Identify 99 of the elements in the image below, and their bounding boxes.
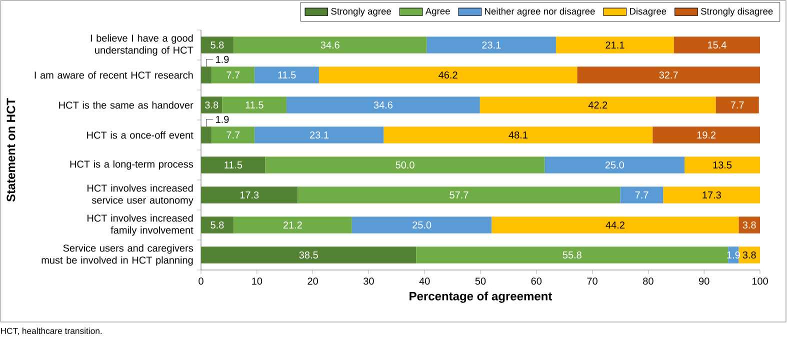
bar: [716, 96, 759, 114]
data-label: 1.9: [216, 116, 229, 123]
x-tick-label: 90: [698, 278, 710, 285]
bar: [738, 246, 760, 264]
data-label: 50.0: [396, 161, 414, 169]
bar: [416, 246, 728, 264]
x-tick-label: 50: [475, 278, 486, 285]
bar: [265, 156, 545, 174]
legend-label: Strongly disagree: [700, 8, 773, 16]
data-label: 5.8: [210, 41, 224, 49]
bar: [233, 36, 427, 54]
bar: [201, 66, 212, 84]
x-tick-label: 80: [643, 278, 654, 285]
x-axis-title: Percentage of agreement: [410, 292, 552, 303]
data-label: 13.5: [713, 161, 732, 169]
data-label: 34.6: [320, 41, 340, 49]
bar: [233, 216, 352, 234]
data-label: 5.8: [210, 221, 224, 229]
data-label: 11.5: [246, 102, 264, 108]
legend-label: Agree: [425, 8, 450, 16]
y-tick-label: HCT involves increased family involvement: [88, 214, 194, 236]
data-label: 7.7: [226, 72, 240, 78]
data-label: 38.5: [299, 251, 318, 259]
data-label: 48.1: [508, 131, 528, 139]
bar: [254, 126, 384, 144]
data-label: 23.1: [482, 41, 501, 49]
bar: [738, 216, 760, 234]
bar: [577, 66, 760, 84]
data-label: 42.2: [588, 102, 608, 108]
y-tick-label: Service users and caregivers must be involved in HCT planning: [42, 244, 194, 266]
bar: [384, 126, 653, 144]
bar: [556, 36, 674, 54]
bar: [212, 126, 255, 144]
data-label: 46.2: [438, 71, 458, 79]
data-label: 55.8: [562, 251, 582, 259]
text: HCT, healthcare transition.: [0, 328, 102, 336]
bar: [298, 186, 620, 204]
data-label: 11.5: [278, 72, 296, 78]
y-tick-label: HCT involves increased service user autonomy: [88, 184, 194, 206]
bar: [663, 186, 760, 204]
y-axis-title: Statement on HCT: [6, 98, 16, 202]
data-label: 1.9: [216, 56, 229, 63]
bar: [201, 96, 222, 114]
bar: [318, 66, 578, 84]
bar: [201, 36, 234, 54]
y-tick-label: HCT is a long-term process: [70, 160, 194, 170]
x-tick-label: 0: [198, 278, 204, 285]
data-label: 17.3: [702, 191, 721, 199]
data-label: 3.8: [742, 251, 756, 259]
x-tick-label: 20: [308, 278, 318, 285]
data-label: 3.8: [205, 101, 218, 109]
bar: [286, 96, 480, 114]
bar: [652, 126, 760, 144]
bar: [201, 246, 416, 264]
legend-label: Disagree: [630, 8, 666, 16]
bar: [492, 216, 739, 234]
data-label: 21.1: [606, 42, 624, 48]
data-label: 3.8: [742, 221, 756, 229]
data-label: 25.0: [412, 221, 432, 229]
bar: [684, 156, 760, 174]
x-tick-label: 30: [364, 278, 374, 285]
legend-label: Strongly agree: [331, 8, 391, 16]
data-label: 32.7: [659, 71, 678, 79]
legend-label: Neither agree nor disagree: [485, 8, 595, 16]
x-tick-label: 40: [419, 278, 430, 285]
data-label: 25.0: [605, 161, 624, 169]
data-label: 7.7: [226, 132, 240, 138]
bar: [254, 66, 319, 84]
bar: [544, 156, 685, 174]
x-tick-label: 60: [531, 278, 542, 285]
data-label: 17.3: [240, 191, 259, 199]
bar: [201, 126, 212, 144]
bar: [352, 216, 492, 234]
data-label: 15.4: [708, 42, 726, 48]
bar: [212, 66, 255, 84]
data-label: 7.7: [635, 192, 648, 198]
bar: [674, 36, 760, 54]
data-label: 7.7: [730, 102, 744, 108]
bar: [222, 96, 287, 114]
data-label: 34.6: [374, 101, 393, 109]
data-label: 19.2: [697, 131, 716, 139]
x-tick-label: 10: [252, 278, 262, 285]
bar: [426, 36, 556, 54]
data-label: 44.2: [606, 222, 624, 228]
bar: [201, 156, 266, 174]
bar: [480, 96, 716, 114]
y-tick-label: HCT is a once-off event: [87, 131, 194, 139]
bar: [620, 186, 664, 204]
y-tick-label: I believe I have a good understanding of HCT: [90, 34, 194, 56]
x-tick-label: 70: [587, 278, 598, 285]
data-label: 11.5: [224, 162, 242, 168]
bar: [201, 186, 298, 204]
x-tick-label: 100: [752, 278, 768, 285]
y-tick-label: I am aware of recent HCT research: [34, 71, 193, 79]
y-tick-label: HCT is the same as handover: [59, 101, 194, 109]
data-label: 23.1: [310, 131, 328, 139]
bar: [201, 216, 234, 234]
data-label: 57.7: [450, 192, 468, 198]
data-label: 21.2: [283, 222, 302, 228]
